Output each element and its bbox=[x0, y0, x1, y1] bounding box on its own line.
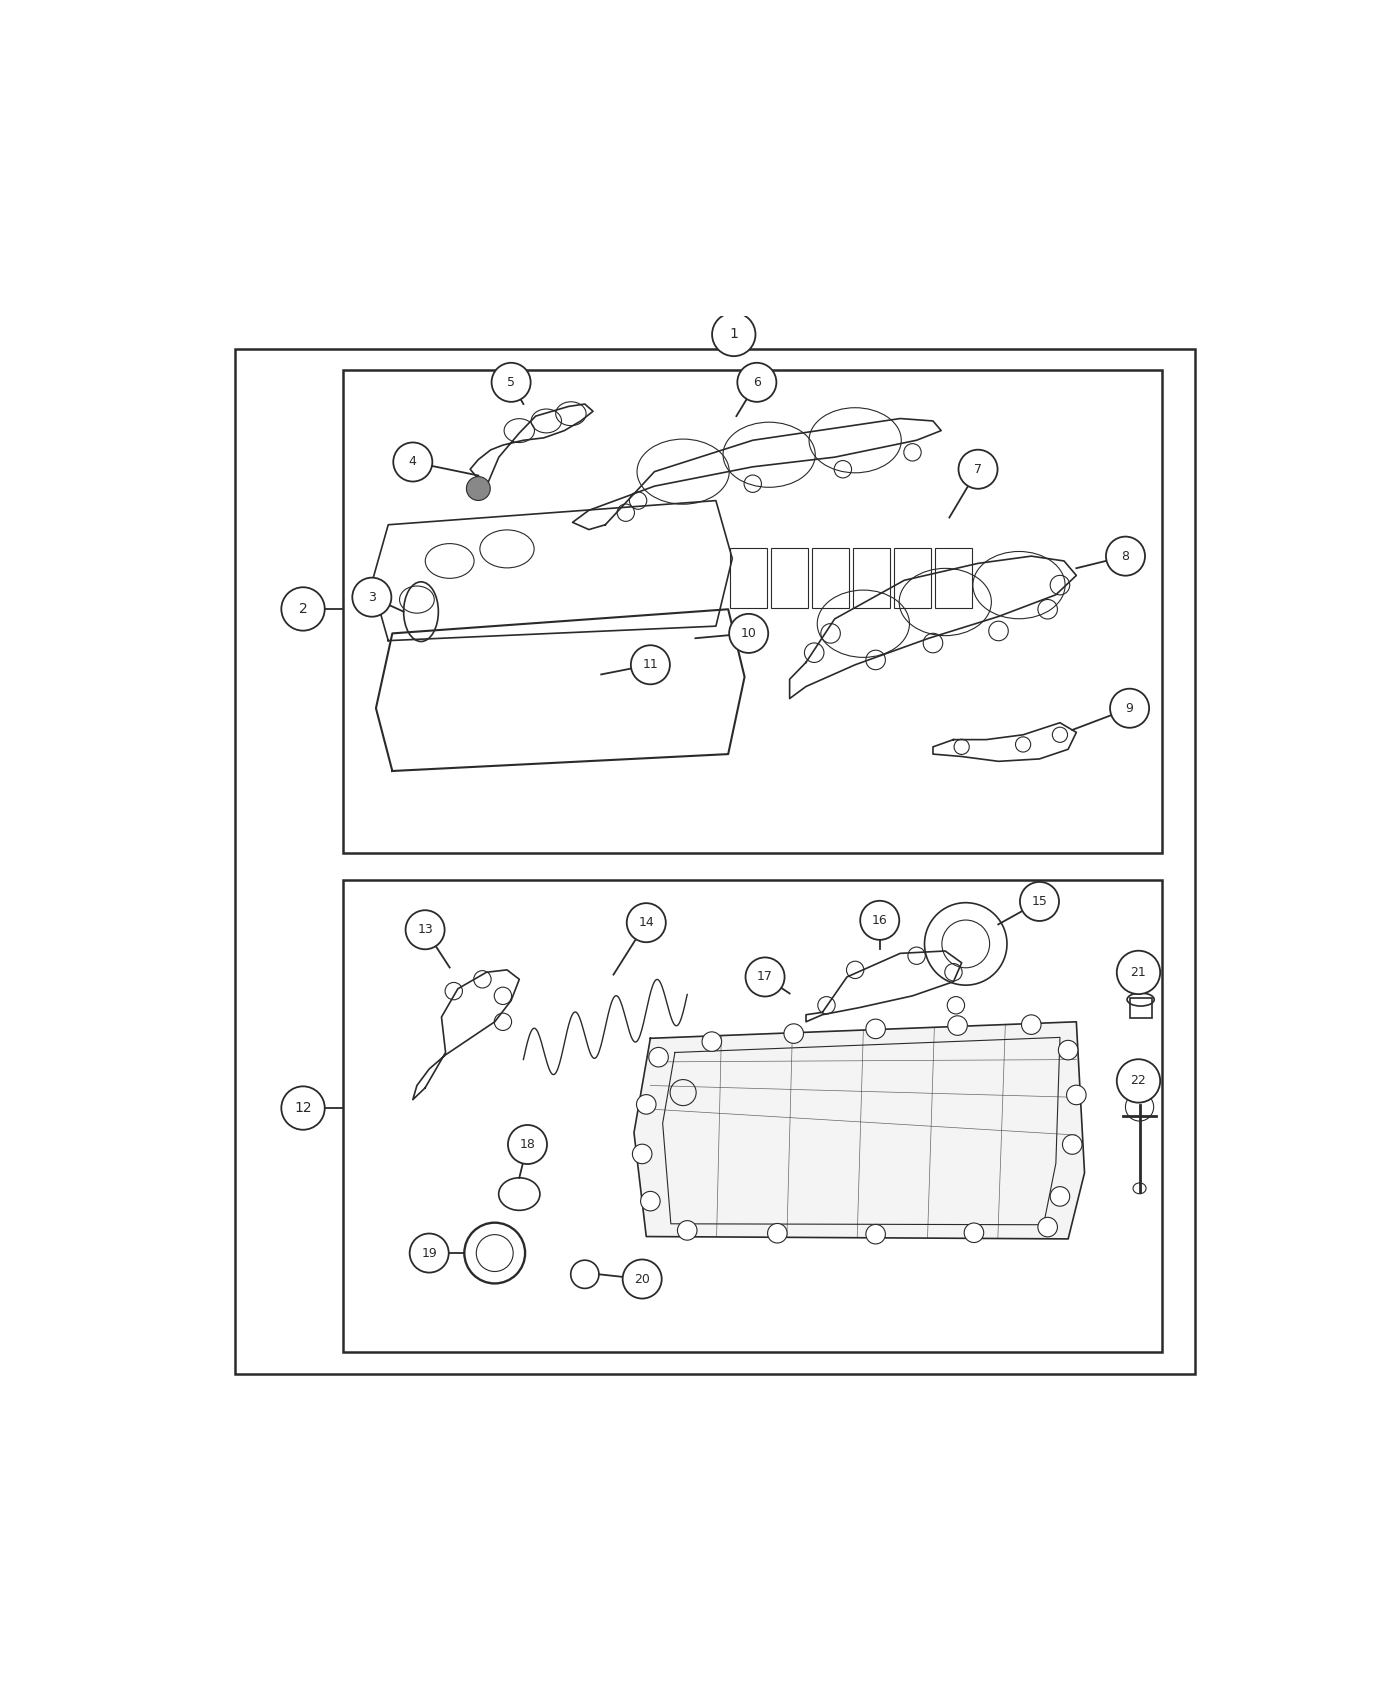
Bar bbox=[895, 549, 931, 609]
Bar bbox=[771, 549, 808, 609]
Circle shape bbox=[1106, 537, 1145, 576]
Text: 22: 22 bbox=[1131, 1074, 1147, 1088]
Text: 16: 16 bbox=[872, 915, 888, 926]
Bar bbox=[1130, 998, 1151, 1018]
Text: 3: 3 bbox=[368, 590, 375, 604]
Circle shape bbox=[491, 362, 531, 401]
Bar bbox=[343, 371, 1162, 853]
Text: 8: 8 bbox=[1121, 549, 1130, 563]
Circle shape bbox=[508, 1125, 547, 1165]
Circle shape bbox=[784, 1023, 804, 1044]
Text: 4: 4 bbox=[409, 456, 417, 469]
Text: 2: 2 bbox=[298, 602, 308, 615]
Text: 17: 17 bbox=[757, 971, 773, 984]
Bar bbox=[235, 348, 1196, 1374]
Bar bbox=[343, 881, 1162, 1352]
Circle shape bbox=[648, 1047, 668, 1068]
Circle shape bbox=[1117, 1059, 1161, 1103]
Text: 14: 14 bbox=[638, 916, 654, 930]
Text: 9: 9 bbox=[1126, 702, 1134, 714]
Circle shape bbox=[1021, 882, 1058, 921]
Text: 6: 6 bbox=[753, 376, 760, 389]
Circle shape bbox=[410, 1234, 449, 1273]
Circle shape bbox=[641, 1192, 661, 1210]
Bar bbox=[853, 549, 890, 609]
Circle shape bbox=[746, 957, 784, 996]
Bar bbox=[812, 549, 848, 609]
Text: 5: 5 bbox=[507, 376, 515, 389]
Circle shape bbox=[1117, 950, 1161, 994]
Circle shape bbox=[1022, 1015, 1042, 1034]
Circle shape bbox=[1058, 1040, 1078, 1059]
Text: 11: 11 bbox=[643, 658, 658, 672]
Text: 10: 10 bbox=[741, 627, 756, 639]
Circle shape bbox=[623, 1260, 662, 1299]
Circle shape bbox=[713, 313, 756, 355]
Text: 15: 15 bbox=[1032, 894, 1047, 908]
Text: 12: 12 bbox=[294, 1102, 312, 1115]
Text: 20: 20 bbox=[634, 1273, 650, 1285]
Circle shape bbox=[738, 362, 777, 401]
Circle shape bbox=[466, 476, 490, 500]
Text: 21: 21 bbox=[1131, 966, 1147, 979]
Circle shape bbox=[965, 1222, 984, 1243]
Circle shape bbox=[767, 1224, 787, 1243]
Text: 7: 7 bbox=[974, 462, 981, 476]
Circle shape bbox=[393, 442, 433, 481]
Circle shape bbox=[860, 901, 899, 940]
Circle shape bbox=[281, 586, 325, 631]
Circle shape bbox=[631, 646, 669, 685]
Polygon shape bbox=[634, 1022, 1085, 1239]
Circle shape bbox=[627, 903, 666, 942]
Circle shape bbox=[1037, 1217, 1057, 1238]
Text: 18: 18 bbox=[519, 1137, 535, 1151]
Circle shape bbox=[281, 1086, 325, 1130]
Circle shape bbox=[406, 910, 445, 949]
Circle shape bbox=[959, 450, 998, 490]
Circle shape bbox=[1110, 688, 1149, 728]
Circle shape bbox=[865, 1224, 885, 1244]
Circle shape bbox=[678, 1221, 697, 1241]
Circle shape bbox=[865, 1018, 885, 1039]
Circle shape bbox=[948, 1017, 967, 1035]
Circle shape bbox=[729, 614, 769, 653]
Text: 13: 13 bbox=[417, 923, 433, 937]
Text: 1: 1 bbox=[729, 328, 738, 342]
Bar bbox=[731, 549, 767, 609]
Circle shape bbox=[1050, 1187, 1070, 1207]
Bar bbox=[935, 549, 972, 609]
Text: 19: 19 bbox=[421, 1246, 437, 1260]
Circle shape bbox=[1067, 1085, 1086, 1105]
Circle shape bbox=[633, 1144, 652, 1165]
Circle shape bbox=[353, 578, 392, 617]
Circle shape bbox=[1063, 1134, 1082, 1154]
Circle shape bbox=[701, 1032, 721, 1051]
Circle shape bbox=[637, 1095, 657, 1114]
